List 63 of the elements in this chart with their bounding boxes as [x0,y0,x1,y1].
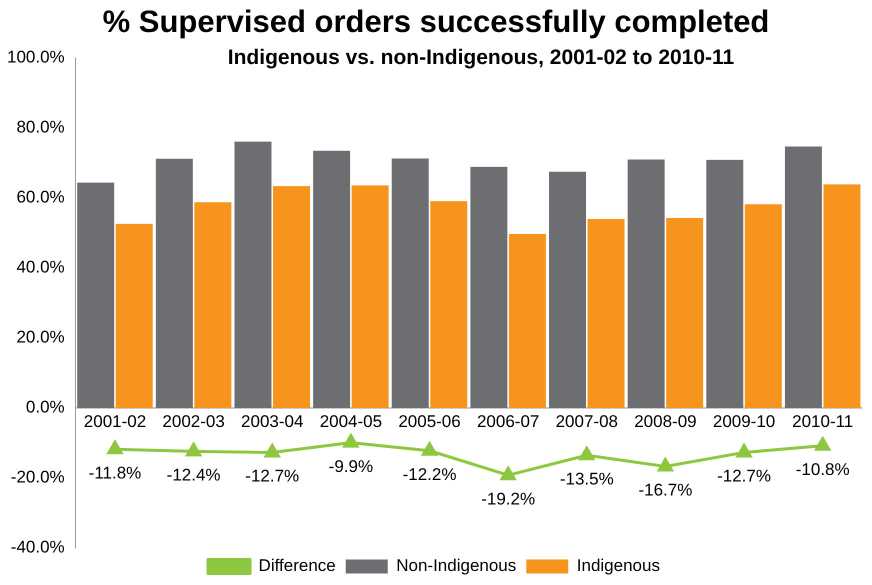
bar [352,185,389,408]
data-label: -16.7% [638,480,692,500]
bar [784,146,822,408]
x-tick-label: 2005-06 [398,412,461,431]
point [500,466,516,480]
y-tick-label: 40.0% [16,258,65,277]
point [343,434,358,448]
bar [273,186,310,408]
legend-label: Non-Indigenous [396,556,516,576]
bar [706,160,744,408]
bar [392,158,429,408]
point [736,444,752,458]
chart-title: % Supervised orders successfully completed [102,4,770,40]
bar [194,202,232,408]
x-tick-label: 2008-09 [634,412,697,431]
bar [588,219,625,408]
x-tick-label: 2007-08 [556,412,618,431]
data-label: -19.2% [481,489,536,508]
y-tick-label: 80.0% [16,118,65,137]
data-label: -12.2% [402,464,456,484]
x-tick-label: 2004-05 [320,412,382,431]
bar [234,142,272,408]
x-tick-label: 2002-03 [162,412,225,431]
y-tick-label: -20.0% [10,468,65,487]
bar [628,160,665,408]
bar [470,166,508,408]
y-tick-label: -40.0% [10,538,65,557]
bar [77,182,114,408]
data-label: -10.8% [796,460,850,479]
x-tick-label: 2006-07 [476,412,540,431]
bar [313,150,350,408]
bar [666,218,704,408]
point [107,440,123,454]
point [264,444,280,458]
y-tick-label: 100.0% [6,48,65,67]
legend-label: Difference [258,556,336,576]
y-tick-label: 60.0% [16,188,65,207]
data-label: -12.7% [717,466,771,486]
legend-label: Indigenous [576,556,660,576]
y-tick-label: 20.0% [16,328,65,347]
bar [744,204,782,408]
data-label: -9.9% [328,456,374,476]
chart-subtitle: Indigenous vs. non-Indigenous, 2001-02 to 2010-11 [226,46,736,70]
x-tick-label: 2009-10 [712,412,776,431]
point [815,437,830,451]
point [186,442,202,456]
bar [823,184,860,408]
data-label: -12.7% [245,466,300,486]
x-tick-label: 2010-11 [792,412,854,431]
bar [116,224,153,408]
bar [430,201,468,408]
x-tick-label: 2001-02 [84,412,146,431]
x-tick-label: 2003-04 [241,412,304,431]
data-label: -12.4% [166,466,221,485]
bar [508,234,546,408]
data-label: -11.8% [88,463,142,482]
bar [156,158,193,408]
point [579,446,594,460]
data-label: -13.5% [560,469,614,488]
point [422,442,438,456]
bar [549,172,586,408]
point [658,458,673,472]
y-tick-label: 0.0% [26,398,65,417]
